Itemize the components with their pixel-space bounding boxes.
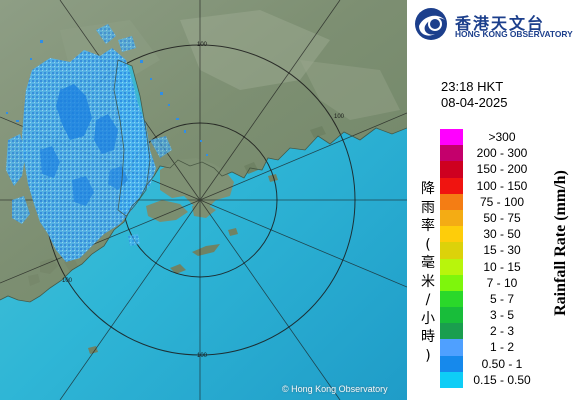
lantau-island bbox=[146, 200, 188, 222]
hong-kong-land bbox=[160, 158, 234, 210]
radar-map[interactable]: 100 100 100 100 © Hong Kong Observatory bbox=[0, 0, 407, 400]
legend-row: 7 - 10 bbox=[440, 274, 570, 291]
legend-swatch bbox=[440, 339, 463, 356]
legend-range-label: 2 - 3 bbox=[489, 324, 514, 339]
legend-range-label: 5 - 7 bbox=[489, 291, 514, 306]
legend-range-label: 1 - 2 bbox=[489, 340, 514, 355]
time-text: 23:18 HKT bbox=[441, 79, 504, 94]
radar-map-image: 100 100 100 100 bbox=[0, 0, 407, 400]
logo-chinese-text: 香港天文台 bbox=[455, 14, 546, 33]
legend-range-label: 200 - 300 bbox=[476, 146, 528, 161]
legend-row: 3 - 5 bbox=[440, 307, 570, 324]
rainfall-legend: >300 200 - 300 150 - 200 100 - 150 75 - 100 5… bbox=[440, 129, 570, 388]
legend-swatch bbox=[440, 193, 463, 210]
legend-swatch bbox=[440, 371, 463, 388]
legend-range-label: 0.15 - 0.50 bbox=[473, 372, 531, 387]
legend-swatch bbox=[440, 258, 463, 275]
info-panel: 香港天文台 HONG KONG OBSERVATORY 23:18 HKT 08… bbox=[407, 0, 577, 400]
legend-title-cn: 降雨率(毫米 / 小時) bbox=[421, 181, 435, 364]
legend-row: 15 - 30 bbox=[440, 242, 570, 259]
legend-range-label: >300 bbox=[488, 130, 516, 144]
legend-row: 150 - 200 bbox=[440, 161, 570, 178]
legend-swatch bbox=[440, 323, 463, 340]
legend-swatch bbox=[440, 290, 463, 308]
legend-row: 75 - 100 bbox=[440, 193, 570, 210]
legend-range-label: 3 - 5 bbox=[489, 308, 514, 323]
copyright-text: © Hong Kong Observatory bbox=[282, 384, 388, 394]
legend-swatch bbox=[440, 209, 463, 227]
legend-row: >300 bbox=[440, 129, 570, 146]
timestamp: 23:18 HKT 08-04-2025 bbox=[441, 79, 508, 111]
legend-swatch bbox=[440, 355, 463, 372]
legend-range-label: 7 - 10 bbox=[486, 275, 518, 290]
logo-english-text: HONG KONG OBSERVATORY bbox=[455, 29, 573, 39]
legend-row: 50 - 75 bbox=[440, 209, 570, 227]
legend-range-label: 75 - 100 bbox=[479, 194, 525, 209]
legend-range-label: 10 - 15 bbox=[483, 259, 521, 274]
legend-row: 5 - 7 bbox=[440, 290, 570, 308]
hko-logo-icon bbox=[413, 6, 451, 42]
ring-label-east: 100 bbox=[334, 114, 345, 120]
legend-row: 30 - 50 bbox=[440, 226, 570, 243]
hko-logo[interactable]: 香港天文台 HONG KONG OBSERVATORY bbox=[413, 6, 575, 46]
rain-echoes bbox=[6, 24, 208, 262]
legend-range-label: 50 - 75 bbox=[483, 210, 521, 225]
legend-swatch bbox=[440, 226, 463, 243]
legend-swatch bbox=[440, 145, 463, 162]
range-ring-labels: 100 100 100 100 bbox=[62, 42, 345, 359]
legend-row: 10 - 15 bbox=[440, 258, 570, 275]
legend-swatch bbox=[440, 307, 463, 324]
legend-range-label: 150 - 200 bbox=[476, 162, 528, 177]
legend-row: 2 - 3 bbox=[440, 323, 570, 340]
legend-range-label: 100 - 150 bbox=[476, 178, 528, 193]
legend-range-label: 15 - 30 bbox=[483, 243, 521, 258]
legend-row: 0.50 - 1 bbox=[440, 355, 570, 372]
legend-swatch bbox=[440, 161, 463, 178]
legend-row: 0.15 - 0.50 bbox=[440, 371, 570, 388]
legend-swatch bbox=[440, 242, 463, 259]
legend-row: 1 - 2 bbox=[440, 339, 570, 356]
legend-swatch bbox=[440, 129, 463, 146]
ring-label-west: 100 bbox=[62, 278, 73, 284]
legend-swatch bbox=[440, 274, 463, 291]
legend-title-en: Rainfall Rate (mm/h) bbox=[552, 170, 569, 316]
ring-label-south: 100 bbox=[197, 353, 208, 359]
date-text: 08-04-2025 bbox=[441, 95, 508, 110]
legend-range-label: 30 - 50 bbox=[483, 227, 521, 242]
ring-label-north: 100 bbox=[197, 42, 208, 48]
legend-range-label: 0.50 - 1 bbox=[481, 356, 523, 371]
legend-row: 100 - 150 bbox=[440, 177, 570, 194]
legend-row: 200 - 300 bbox=[440, 145, 570, 162]
legend-swatch bbox=[440, 177, 463, 194]
coastline bbox=[0, 59, 407, 303]
